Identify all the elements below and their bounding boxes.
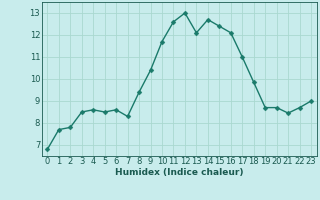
X-axis label: Humidex (Indice chaleur): Humidex (Indice chaleur) (115, 168, 244, 177)
